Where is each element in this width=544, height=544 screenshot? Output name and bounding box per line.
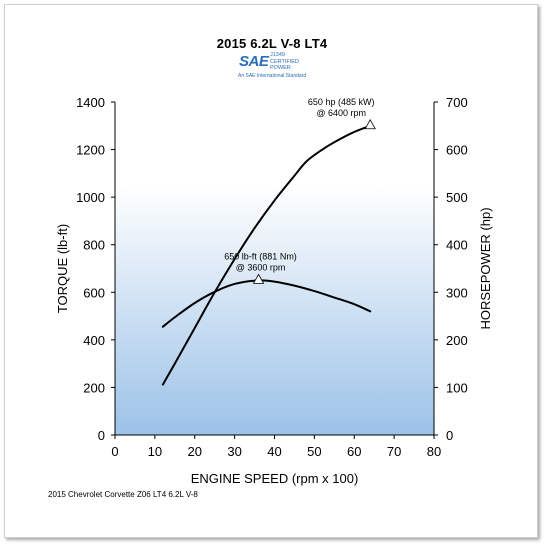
y-tick-label: 600 bbox=[83, 285, 105, 300]
x-tick-label: 40 bbox=[267, 444, 281, 459]
x-axis-title: ENGINE SPEED (rpm x 100) bbox=[191, 471, 359, 486]
sae-logo-mark: SAE bbox=[238, 52, 269, 72]
chart-caption: 2015 Chevrolet Corvette Z06 LT4 6.2L V-8 bbox=[48, 490, 198, 499]
sae-logo-subtitle: An SAE International Standard bbox=[238, 73, 307, 79]
y2-tick-label: 600 bbox=[446, 143, 468, 158]
y-tick-label: 1000 bbox=[76, 190, 105, 205]
x-tick-label: 20 bbox=[188, 444, 202, 459]
x-tick-label: 70 bbox=[387, 444, 401, 459]
sae-cert-line: POWER bbox=[270, 65, 291, 71]
y-axis-title: TORQUE (lb-ft) bbox=[55, 224, 70, 313]
chart-title: 2015 6.2L V-8 LT4 bbox=[216, 36, 328, 51]
series-line-horsepower bbox=[161, 124, 372, 386]
sae-cert-line: CERTIFIED bbox=[270, 58, 299, 65]
y-tick-label: 400 bbox=[83, 333, 105, 348]
y2-tick-label: 400 bbox=[446, 238, 468, 253]
x-tick-label: 80 bbox=[427, 444, 441, 459]
peak-marker-horsepower bbox=[364, 118, 376, 130]
y-tick-label: 1400 bbox=[76, 95, 105, 110]
sae-logo-text: SAE bbox=[239, 53, 269, 70]
x-tick-label: 50 bbox=[307, 444, 321, 459]
x-tick-label: 0 bbox=[111, 444, 118, 459]
sae-certified-logo: SAE J1349 CERTIFIED POWER An SAE Interna… bbox=[238, 52, 318, 80]
peak-label-horsepower-value: 650 hp (485 kW) bbox=[308, 97, 375, 107]
y-tick-label: 200 bbox=[83, 380, 105, 395]
y2-axis-title: HORSEPOWER (hp) bbox=[478, 207, 493, 329]
y-tick-label: 800 bbox=[83, 238, 105, 253]
x-tick-label: 10 bbox=[148, 444, 162, 459]
x-tick-label: 30 bbox=[227, 444, 241, 459]
sae-cert-line: J1349 bbox=[270, 52, 285, 58]
sae-cert-text: J1349 CERTIFIED POWER bbox=[270, 52, 299, 72]
y2-tick-label: 300 bbox=[446, 285, 468, 300]
y2-tick-label: 700 bbox=[446, 95, 468, 110]
series-line-torque bbox=[161, 279, 372, 328]
plot-area bbox=[115, 102, 434, 435]
peak-label-horsepower-rpm: @ 6400 rpm bbox=[316, 108, 366, 118]
y2-tick-label: 100 bbox=[446, 380, 468, 395]
y-tick-label: 0 bbox=[98, 428, 105, 443]
peak-label-torque-value: 650 lb-ft (881 Nm) bbox=[224, 251, 297, 261]
y2-tick-label: 200 bbox=[446, 333, 468, 348]
peak-label-torque-rpm: @ 3600 rpm bbox=[236, 262, 286, 272]
y2-tick-label: 0 bbox=[446, 428, 453, 443]
x-tick-label: 60 bbox=[347, 444, 361, 459]
peak-marker-torque bbox=[252, 273, 265, 284]
y2-tick-label: 500 bbox=[446, 190, 468, 205]
y-tick-label: 1200 bbox=[76, 143, 105, 158]
